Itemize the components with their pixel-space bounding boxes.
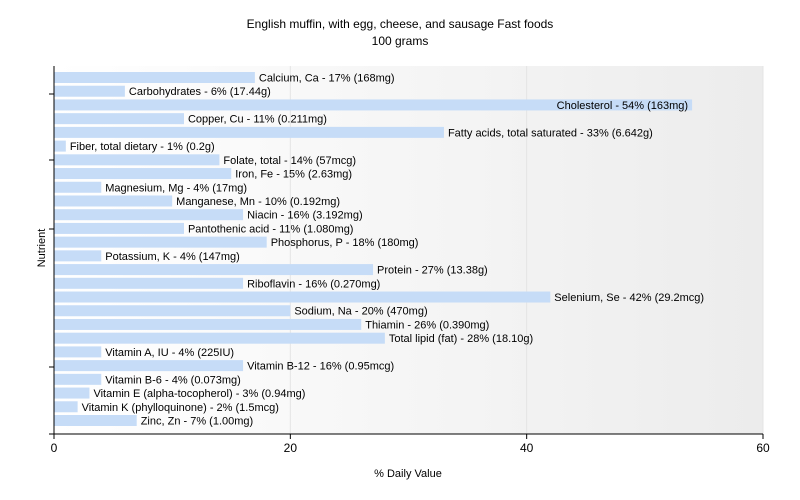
bar-label: Vitamin B-12 - 16% (0.95mcg)	[247, 361, 394, 373]
x-tick-label: 60	[756, 441, 770, 455]
bar-label: Vitamin E (alpha-tocopherol) - 3% (0.94m…	[93, 388, 305, 400]
bar	[54, 140, 66, 152]
bar	[54, 346, 102, 358]
bar-label: Zinc, Zn - 7% (1.00mg)	[141, 416, 253, 428]
bar	[54, 85, 125, 97]
x-ticks: 0 20 40 60	[51, 434, 770, 455]
bar	[54, 181, 102, 193]
bar	[54, 250, 102, 262]
bar	[54, 126, 444, 138]
bar-label: Total lipid (fat) - 28% (18.10g)	[389, 333, 533, 345]
bar	[54, 387, 90, 399]
bar	[54, 72, 255, 83]
bar	[54, 360, 244, 372]
bar	[54, 305, 291, 317]
bar	[54, 277, 244, 289]
bar-label: Copper, Cu - 11% (0.211mg)	[188, 114, 327, 126]
x-axis-label: % Daily Value	[374, 468, 442, 480]
bar-label: Cholesterol - 54% (163mg)	[557, 100, 688, 112]
bar	[54, 222, 184, 234]
bar	[54, 264, 374, 276]
bar-labels: Calcium, Ca - 17% (168mg)Carbohydrates -…	[70, 73, 704, 428]
bar	[54, 236, 267, 248]
x-tick-label: 20	[284, 441, 298, 455]
bar-label: Carbohydrates - 6% (17.44g)	[129, 86, 271, 98]
bar	[54, 113, 184, 125]
bar-label: Manganese, Mn - 10% (0.192mg)	[176, 196, 340, 208]
bar	[54, 154, 220, 166]
bar	[54, 99, 693, 111]
bar	[54, 332, 385, 344]
y-axis-label: Nutrient	[36, 229, 48, 268]
bar-label: Sodium, Na - 20% (470mg)	[294, 306, 427, 318]
chart-subtitle: 100 grams	[372, 34, 429, 48]
bar-label: Thiamin - 26% (0.390mg)	[365, 319, 489, 331]
bar	[54, 195, 173, 207]
x-tick-label: 0	[51, 441, 58, 455]
bar-label: Fatty acids, total saturated - 33% (6.64…	[448, 127, 653, 139]
bar-label: Phosphorus, P - 18% (180mg)	[271, 237, 419, 249]
bar-label: Niacin - 16% (3.192mg)	[247, 210, 363, 222]
bar-label: Vitamin A, IU - 4% (225IU)	[105, 347, 234, 359]
bar-label: Fiber, total dietary - 1% (0.2g)	[70, 141, 215, 153]
bar-label: Potassium, K - 4% (147mg)	[105, 251, 240, 263]
bar-label: Folate, total - 14% (57mcg)	[223, 155, 356, 167]
bars	[54, 72, 693, 426]
bar	[54, 209, 244, 221]
x-tick-label: 40	[520, 441, 534, 455]
bar-label: Riboflavin - 16% (0.270mg)	[247, 278, 380, 290]
bar-label: Calcium, Ca - 17% (168mg)	[259, 73, 395, 85]
bar	[54, 401, 78, 413]
bar	[54, 373, 102, 385]
bar-label: Protein - 27% (13.38g)	[377, 265, 488, 277]
bar	[54, 291, 551, 303]
bar-label: Vitamin B-6 - 4% (0.073mg)	[105, 374, 241, 386]
axes	[49, 66, 763, 435]
bar-label: Pantothenic acid - 11% (1.080mg)	[188, 223, 354, 235]
bar-label: Magnesium, Mg - 4% (17mg)	[105, 182, 247, 194]
bar	[54, 318, 362, 330]
bar-label: Selenium, Se - 42% (29.2mcg)	[554, 292, 704, 304]
bar-label: Vitamin K (phylloquinone) - 2% (1.5mcg)	[82, 402, 279, 414]
bar-label: Iron, Fe - 15% (2.63mg)	[235, 169, 352, 181]
bar	[54, 415, 137, 426]
chart-title: English muffin, with egg, cheese, and sa…	[247, 17, 554, 31]
bar	[54, 168, 232, 180]
